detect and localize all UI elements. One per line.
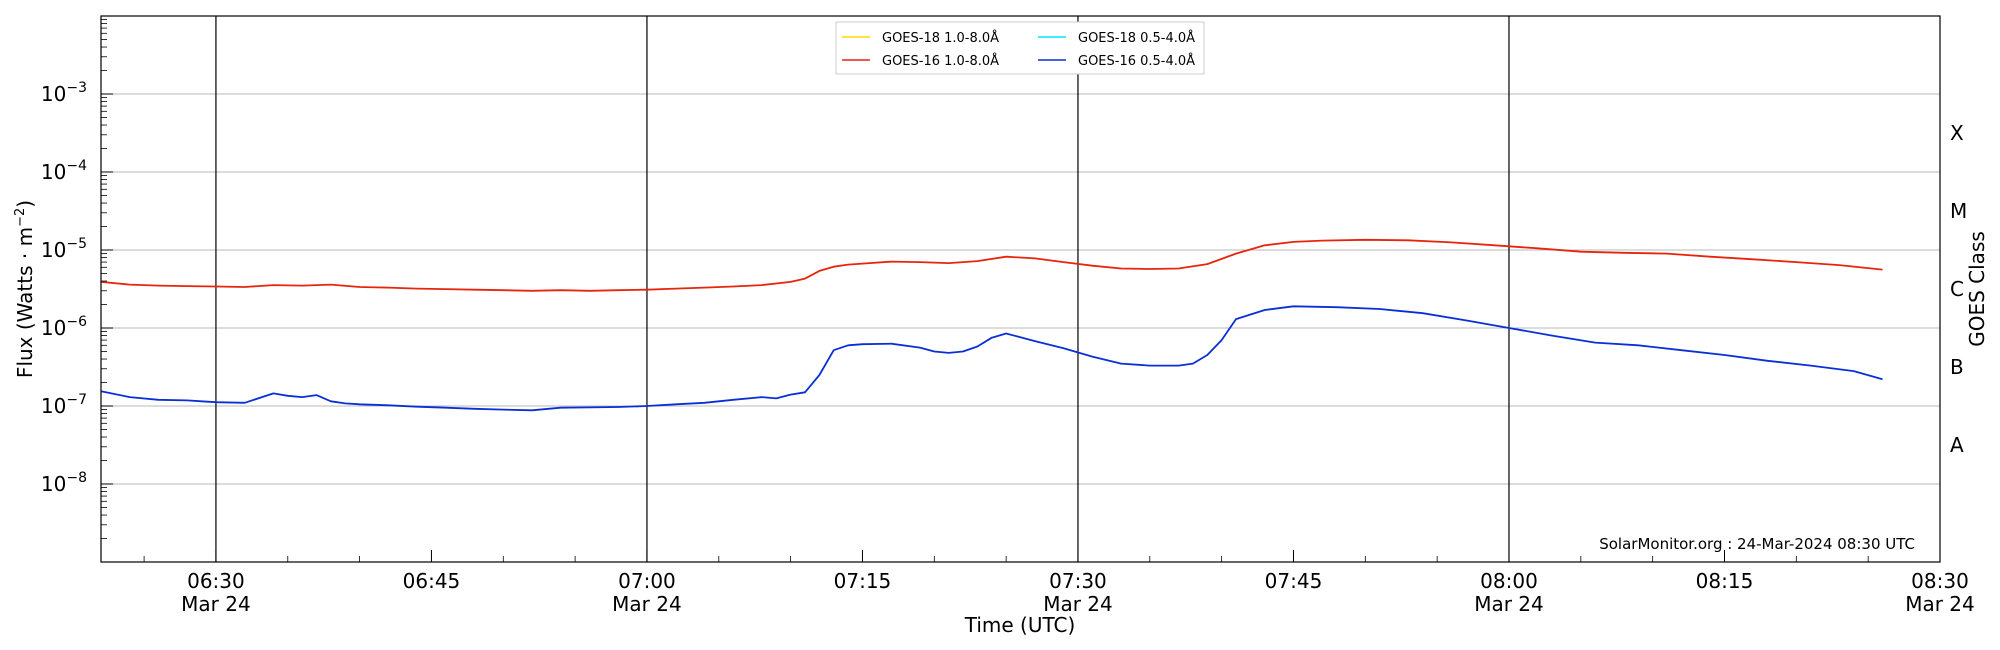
- x-tick-time-label: 07:30: [1049, 569, 1107, 593]
- y-tick-label: 10−4: [41, 158, 87, 184]
- series-line-goes-16-1-0-8-0: [100, 238, 1883, 292]
- goes-class-label-x: X: [1950, 121, 1964, 145]
- x-tick-time-label: 06:30: [187, 569, 245, 593]
- y-tick-label: 10−3: [41, 80, 87, 106]
- x-tick-time-label: 06:45: [403, 569, 461, 593]
- y-tick-labels: 10−8 10−7 10−6 10−5 10−4 10−3: [41, 80, 87, 496]
- y-axis-title: Flux (Watts · m−2): [13, 200, 37, 378]
- plot-frame: [100, 15, 1941, 563]
- x-tick-time-label: 08:30: [1911, 569, 1969, 593]
- day-marker-lines: [215, 16, 1510, 562]
- goes-class-label-c: C: [1950, 277, 1964, 301]
- legend: GOES-18 1.0-8.0Å GOES-16 1.0-8.0Å GOES-18 …: [835, 21, 1205, 75]
- legend-label-goes-16-1-0-8-0: GOES-16 1.0-8.0Å: [882, 53, 999, 69]
- right-axis-title: GOES Class: [1965, 231, 1989, 347]
- axis-ticks: [101, 19, 1941, 562]
- x-tick-time-label: 07:00: [618, 569, 676, 593]
- legend-label-goes-18-0-5-4-0: GOES-18 0.5-4.0Å: [1078, 30, 1195, 46]
- x-axis-title: Time (UTC): [964, 613, 1076, 637]
- y-tick-label: 10−7: [41, 392, 87, 418]
- x-tick-date-label: Mar 24: [612, 592, 682, 616]
- series-lines: [100, 238, 1883, 412]
- x-tick-date-label: Mar 24: [1905, 592, 1975, 616]
- x-tick-time-label: 07:15: [834, 569, 892, 593]
- x-tick-date-label: Mar 24: [1474, 592, 1544, 616]
- legend-box: [835, 21, 1205, 75]
- source-credit: SolarMonitor.org : 24-Mar-2024 08:30 UTC: [1599, 535, 1915, 553]
- x-tick-time-label: 07:45: [1265, 569, 1323, 593]
- legend-label-goes-16-0-5-4-0: GOES-16 0.5-4.0Å: [1078, 53, 1195, 69]
- goes-class-label-b: B: [1950, 355, 1964, 379]
- legend-label-goes-18-1-0-8-0: GOES-18 1.0-8.0Å: [882, 30, 999, 46]
- y-tick-label: 10−5: [41, 236, 87, 262]
- series-line-goes-16-0-5-4-0: [100, 305, 1883, 412]
- goes-class-labels: A B C M X: [1950, 121, 1967, 457]
- x-tick-date-label: Mar 24: [181, 592, 251, 616]
- goes-class-label-a: A: [1950, 433, 1964, 457]
- y-tick-label: 10−6: [41, 314, 87, 340]
- x-tick-time-label: 08:00: [1480, 569, 1538, 593]
- x-tick-time-label: 08:15: [1696, 569, 1754, 593]
- x-tick-date-label: Mar 24: [1043, 592, 1113, 616]
- goes-class-label-m: M: [1950, 199, 1967, 223]
- y-tick-label: 10−8: [41, 470, 87, 496]
